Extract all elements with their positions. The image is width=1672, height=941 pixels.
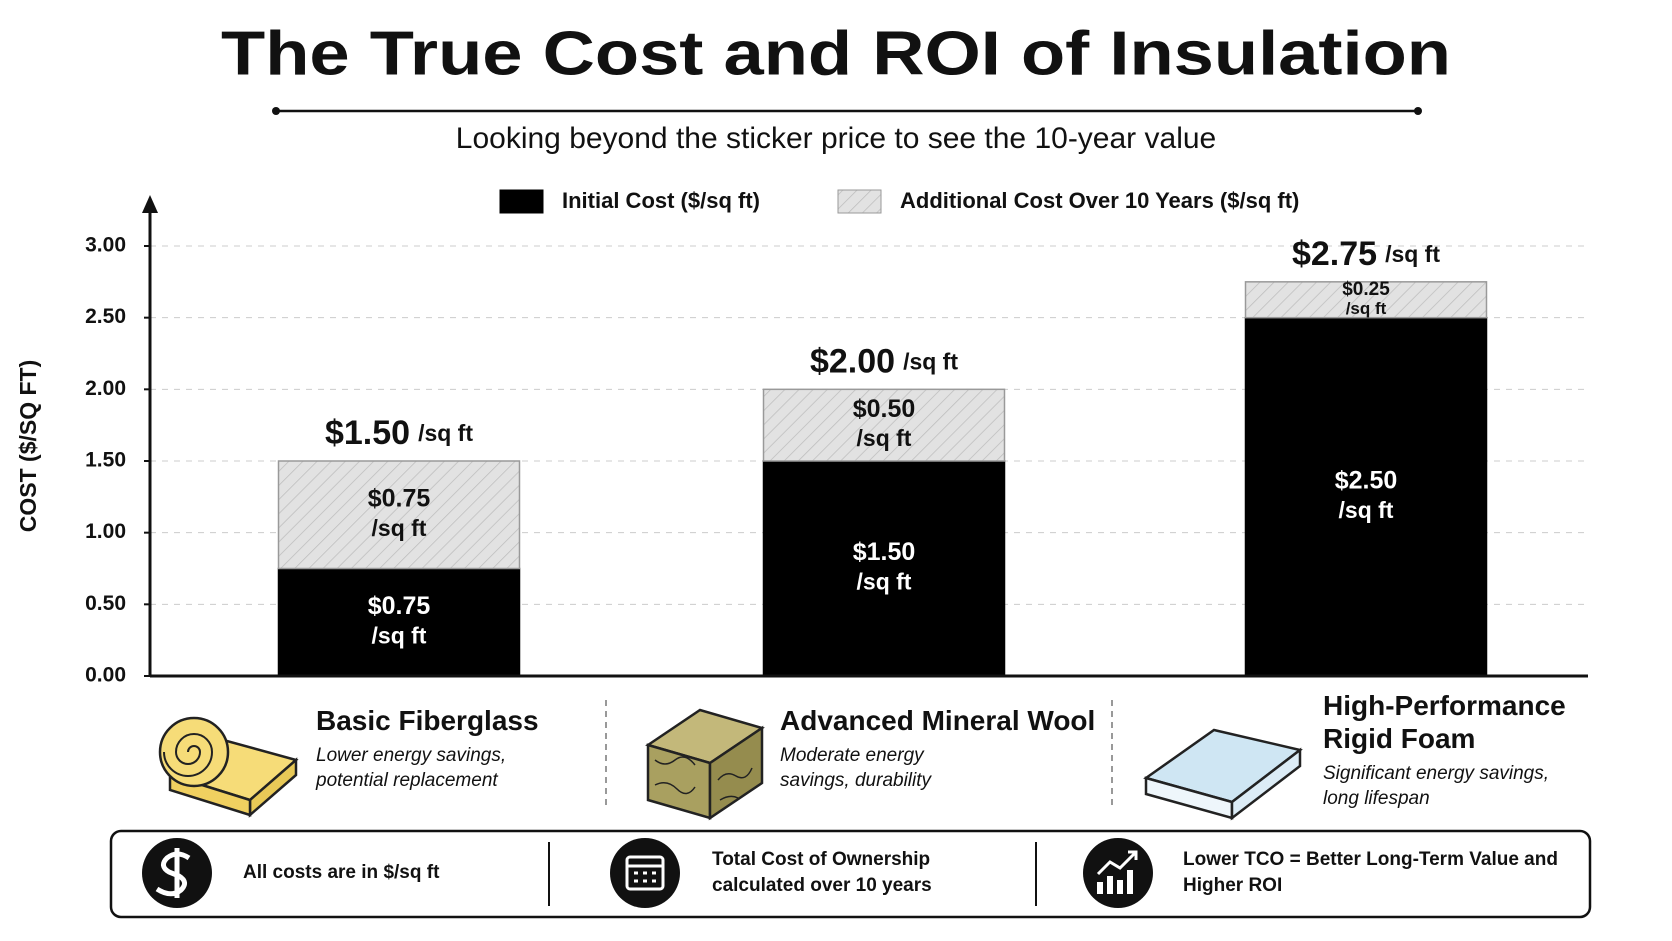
legend-label: Initial Cost ($/sq ft) (562, 188, 760, 213)
y-tick-label: 2.50 (85, 305, 126, 328)
category-name: Advanced Mineral Wool (780, 705, 1096, 736)
y-axis-arrow (142, 195, 158, 213)
fiberglass-icon (158, 716, 299, 818)
bar-segment (762, 460, 1006, 677)
footer-note: Lower TCO = Better Long-Term Value and H… (1183, 849, 1558, 896)
segment-unit: /sq ft (1339, 497, 1394, 523)
category-description: Lower energy savings, potential replacem… (316, 745, 507, 791)
footer-note: Total Cost of Ownership calculated over … (712, 849, 932, 896)
bar-segment (1244, 281, 1488, 319)
subtitle: Looking beyond the sticker price to see … (456, 122, 1216, 155)
segment-label: $0.75 (368, 484, 431, 512)
dollar-icon (142, 838, 212, 908)
bar-segment (1244, 316, 1488, 677)
segment-unit: /sq ft (857, 425, 912, 451)
category-block: Advanced Mineral Wool Moderate energy sav… (780, 704, 1110, 793)
y-tick-label: 3.00 (85, 234, 126, 257)
legend-label: Additional Cost Over 10 Years ($/sq ft) (900, 188, 1299, 213)
y-tick-label: 0.00 (85, 664, 126, 687)
segment-unit: /sq ft (1346, 299, 1387, 318)
category-name: Basic Fiberglass (316, 705, 539, 736)
total-label: $2.75/sq ft (1292, 235, 1440, 273)
y-axis-label: COST ($/SQ FT) (15, 360, 41, 533)
total-value: $2.75 (1292, 235, 1377, 273)
bar-segment (277, 460, 521, 570)
total-value: $1.50 (325, 414, 410, 452)
growth-icon (1083, 838, 1153, 908)
bar-segment (277, 567, 521, 677)
category-description: Significant energy savings, long lifespa… (1323, 763, 1550, 809)
segment-label: $0.25 (1342, 279, 1390, 300)
total-value: $2.00 (810, 342, 895, 380)
bar-segment (762, 388, 1006, 462)
segment-label: $1.50 (853, 538, 916, 566)
y-tick-label: 1.00 (85, 520, 126, 543)
segment-unit: /sq ft (372, 515, 427, 541)
mineral-wool-icon (645, 708, 765, 821)
total-label: $2.00/sq ft (810, 342, 958, 380)
category-description: Moderate energy savings, durability (780, 745, 932, 791)
category-name: High-Performance Rigid Foam (1323, 690, 1566, 754)
legend-swatch (499, 189, 544, 214)
footer-note: All costs are in $/sq ft (243, 862, 440, 883)
y-tick-label: 0.50 (85, 592, 126, 615)
segment-label: $0.75 (368, 592, 431, 620)
total-unit: /sq ft (903, 348, 958, 374)
y-tick-label: 2.00 (85, 377, 126, 400)
segment-label: $2.50 (1335, 466, 1398, 494)
legend-swatch (837, 189, 882, 214)
total-unit: /sq ft (418, 420, 473, 446)
total-unit: /sq ft (1385, 241, 1440, 267)
total-label: $1.50/sq ft (325, 414, 473, 452)
category-block: High-Performance Rigid Foam Significant e… (1323, 689, 1593, 811)
rule-dot (1414, 107, 1422, 115)
y-tick-label: 1.50 (85, 449, 126, 472)
chart-title: The True Cost and ROI of Insulation (221, 19, 1451, 88)
segment-unit: /sq ft (857, 569, 912, 595)
segment-label: $0.50 (853, 395, 916, 423)
rule-dot (272, 107, 280, 115)
footer-box (109, 829, 1592, 919)
calendar-icon (610, 838, 680, 908)
rigid-foam-icon (1143, 728, 1303, 821)
segment-unit: /sq ft (372, 622, 427, 648)
category-block: Basic Fiberglass Lower energy savings, po… (316, 704, 576, 793)
